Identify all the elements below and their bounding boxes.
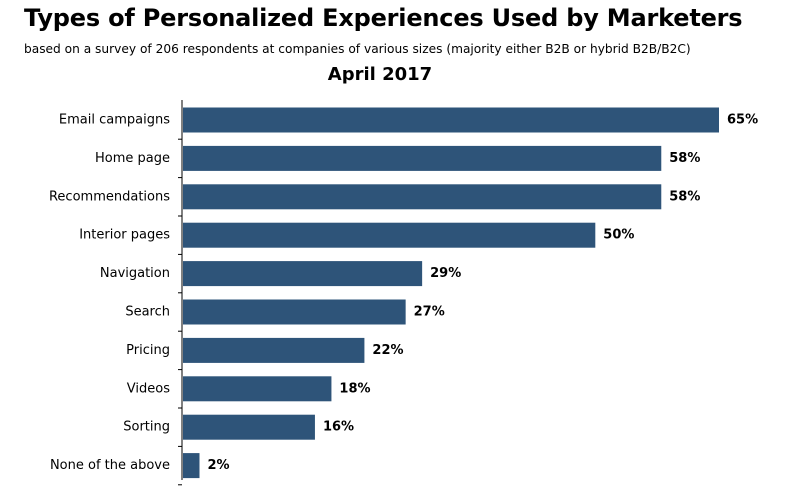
category-label: Recommendations: [49, 189, 170, 204]
bar: [183, 184, 662, 210]
category-label: Sorting: [123, 420, 170, 435]
value-label: 2%: [207, 458, 229, 473]
category-label: Home page: [95, 151, 170, 166]
value-label: 58%: [669, 189, 700, 204]
chart-period: April 2017: [327, 64, 433, 85]
value-label: 65%: [727, 113, 758, 128]
category-label: Navigation: [100, 266, 170, 281]
bar: [183, 299, 406, 325]
category-label: Search: [125, 305, 170, 320]
bar: [183, 376, 332, 402]
category-label: Videos: [127, 381, 170, 396]
bar: [183, 145, 662, 171]
value-label: 58%: [669, 151, 700, 166]
value-label: 27%: [414, 305, 445, 320]
category-label: None of the above: [50, 458, 170, 473]
bar: [183, 107, 719, 133]
bar: [183, 261, 423, 287]
value-label: 29%: [430, 266, 461, 281]
value-label: 16%: [323, 420, 354, 435]
chart-title: Types of Personalized Experiences Used b…: [24, 4, 743, 32]
bar: [183, 453, 200, 479]
value-label: 18%: [339, 381, 370, 396]
bar: [183, 414, 315, 440]
chart-subtitle: based on a survey of 206 respondents at …: [24, 42, 691, 56]
category-label: Email campaigns: [59, 113, 170, 128]
category-label: Pricing: [126, 343, 170, 358]
bar: [183, 222, 596, 248]
category-label: Interior pages: [79, 228, 170, 243]
value-label: 50%: [603, 228, 634, 243]
bar: [183, 337, 365, 363]
value-label: 22%: [372, 343, 403, 358]
